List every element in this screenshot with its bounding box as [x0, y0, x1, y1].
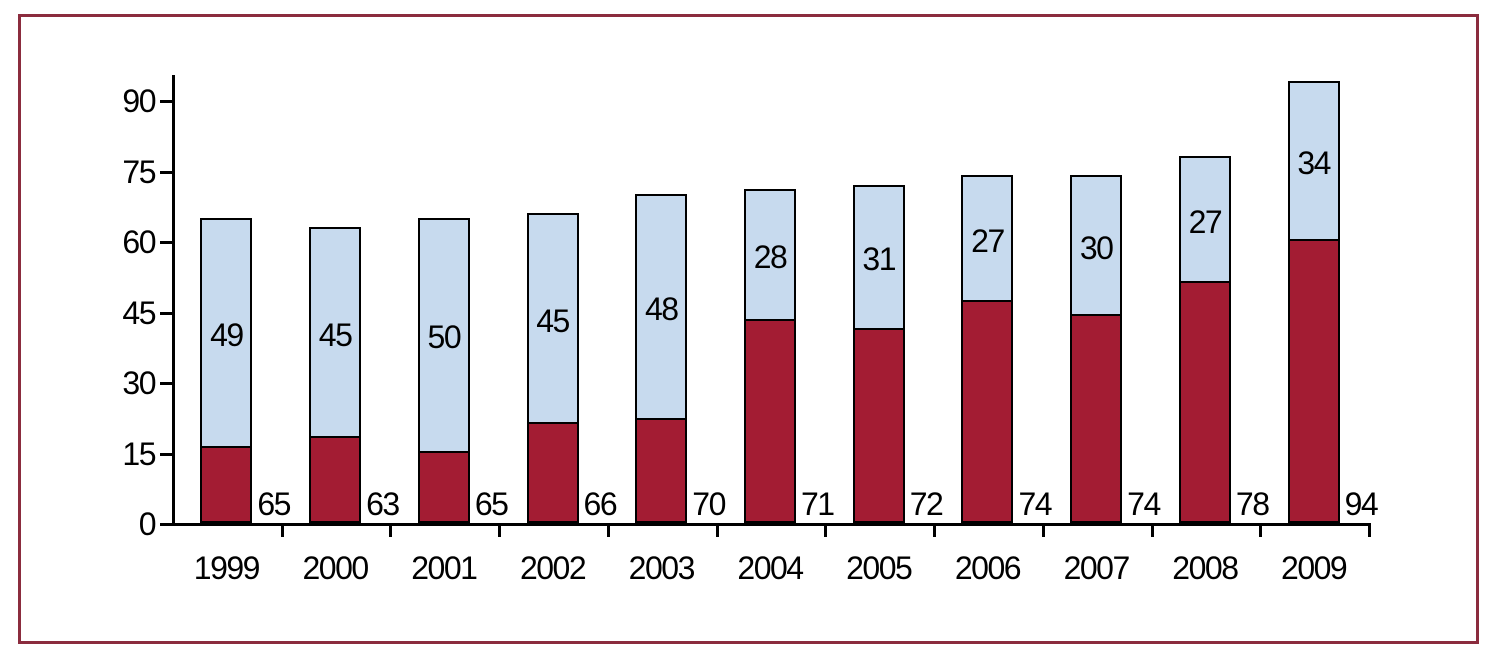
- x-tick: [498, 523, 502, 537]
- x-tick: [933, 523, 937, 537]
- y-tick: [160, 311, 172, 315]
- bar-total-label: 78: [1235, 486, 1270, 522]
- bar: 31: [852, 184, 905, 523]
- bar-top-segment-label: 48: [644, 290, 679, 327]
- y-tick-label: 30: [122, 365, 156, 401]
- x-tick: [824, 523, 828, 537]
- x-tick: [1041, 523, 1045, 537]
- bar: 48: [635, 194, 688, 523]
- bar-bottom-segment: [637, 417, 686, 521]
- x-category-label: 2003: [628, 550, 696, 586]
- y-tick-label: 75: [122, 153, 156, 190]
- bar: 30: [1070, 175, 1123, 523]
- y-tick-label: 90: [122, 83, 156, 119]
- bar-top-segment-label: 28: [753, 239, 788, 276]
- bar-bottom-segment: [1072, 314, 1121, 521]
- x-category-label: 2001: [411, 550, 478, 586]
- x-tick: [1150, 523, 1154, 537]
- x-category-label: 2006: [954, 550, 1022, 586]
- x-category-label: 2007: [1063, 550, 1131, 586]
- bar-top-segment-label: 49: [210, 316, 244, 353]
- bar-top-segment-label: 31: [862, 241, 896, 278]
- bar-top-segment-label: 45: [318, 316, 353, 353]
- x-category-label: 2000: [302, 550, 369, 586]
- y-tick: [160, 100, 172, 103]
- bar-total-label: 66: [583, 486, 618, 522]
- bar-total-label: 63: [366, 486, 400, 522]
- bar: 27: [961, 175, 1014, 523]
- x-category-label: 2009: [1281, 550, 1348, 586]
- bar-top-segment-label: 34: [1297, 145, 1331, 182]
- x-tick: [1259, 523, 1263, 537]
- bar-total-label: 74: [1127, 486, 1161, 522]
- bar-total-label: 74: [1018, 486, 1052, 522]
- bar: 34: [1287, 81, 1340, 523]
- y-tick: [160, 170, 172, 174]
- y-tick-label: 60: [122, 224, 156, 260]
- bar-total-label: 71: [801, 486, 835, 522]
- y-tick-label: 0: [138, 506, 157, 542]
- bar: 27: [1178, 156, 1231, 523]
- bar-bottom-segment: [311, 436, 360, 521]
- x-category-label: 2002: [519, 550, 587, 586]
- y-tick-label: 45: [122, 294, 156, 331]
- bar-bottom-segment: [1180, 281, 1229, 521]
- bar-top-segment-label: 50: [427, 319, 462, 355]
- x-category-label: 2008: [1172, 550, 1239, 586]
- bar: 50: [417, 217, 470, 523]
- bar-top-segment-label: 45: [536, 302, 570, 339]
- x-category-label: 1999: [193, 550, 261, 586]
- y-tick: [160, 523, 172, 526]
- x-axis: [172, 523, 1371, 526]
- bar-top-segment-label: 27: [971, 222, 1005, 259]
- x-tick: [715, 523, 719, 537]
- y-tick-label: 15: [122, 435, 156, 472]
- bar: 28: [744, 189, 796, 523]
- bar: 45: [309, 226, 362, 523]
- y-tick: [160, 452, 172, 456]
- bar-total-label: 65: [474, 486, 509, 522]
- bar-total-label: 70: [692, 486, 726, 522]
- bar-bottom-segment: [528, 422, 577, 521]
- y-axis: [172, 75, 175, 526]
- bar-total-label: 65: [257, 486, 291, 522]
- x-category-label: 2005: [846, 550, 913, 586]
- bar-total-label: 94: [1344, 486, 1379, 522]
- bar-bottom-segment: [963, 300, 1012, 521]
- x-tick: [1368, 523, 1371, 537]
- y-tick: [160, 241, 172, 244]
- bar-bottom-segment: [746, 318, 794, 521]
- x-tick: [389, 523, 393, 537]
- bar-bottom-segment: [1289, 238, 1338, 521]
- y-tick: [160, 382, 172, 385]
- bar: 49: [200, 217, 253, 523]
- x-tick: [280, 523, 284, 537]
- bar: 45: [526, 212, 579, 523]
- x-category-label: 2004: [737, 550, 804, 586]
- bar-bottom-segment: [419, 450, 468, 521]
- bar-bottom-segment: [854, 328, 903, 521]
- bar-top-segment-label: 27: [1188, 203, 1223, 240]
- bar-bottom-segment: [202, 445, 251, 521]
- x-tick: [606, 523, 610, 537]
- bar-total-label: 72: [909, 486, 944, 522]
- bar-top-segment-label: 30: [1079, 229, 1114, 266]
